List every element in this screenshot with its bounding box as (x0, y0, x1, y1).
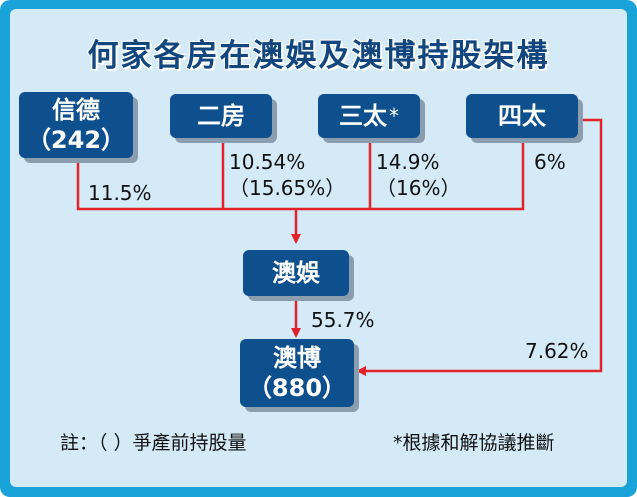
node-erfang: 二房 (170, 94, 272, 138)
node-santai: 三太 * (318, 94, 420, 138)
node-santai-asterisk: * (389, 103, 399, 128)
node-erfang-name: 二房 (197, 102, 245, 130)
stake-erfang-current: 10.54% (229, 150, 306, 174)
node-aoyu-name: 澳娛 (272, 259, 320, 287)
node-aobo-name: 澳博 (273, 344, 321, 372)
node-xindi-name: 信德 (52, 96, 100, 124)
note-bracket-meaning: 註：（ ）爭產前持股量 (60, 432, 247, 454)
node-aobo: 澳博 （880） (240, 339, 354, 407)
stake-santai-current: 14.9% (376, 150, 440, 174)
stake-aoyu-aobo: 55.7% (311, 308, 375, 332)
node-sitai-name: 四太 (498, 102, 546, 130)
node-aoyu: 澳娛 (243, 250, 349, 296)
stake-erfang-previous: （15.65%） (229, 176, 346, 200)
arrow-sitai-to-aobo (356, 118, 603, 376)
stake-erfang-aoyu: 10.54% （15.65%） (229, 149, 345, 201)
line-sitai (296, 139, 525, 211)
node-xindi: 信德 （242） (19, 92, 133, 158)
node-sitai: 四太 (466, 94, 578, 138)
stake-sitai-aobo: 7.62% (525, 339, 589, 363)
stake-sitai-aoyu: 6% (534, 150, 566, 174)
chart-panel (10, 9, 627, 487)
stake-xindi-aoyu: 11.5% (88, 181, 152, 205)
note-asterisk-meaning: *根據和解協議推斷 (393, 432, 555, 454)
stake-santai-previous: （16%） (376, 176, 461, 200)
stake-santai-aoyu: 14.9% （16%） (376, 149, 460, 201)
node-aobo-code: （880） (247, 374, 347, 402)
node-santai-name: 三太 (339, 102, 387, 130)
chart-title: 何家各房在澳娛及澳博持股架構 (87, 38, 550, 74)
node-xindi-code: （242） (26, 126, 126, 154)
